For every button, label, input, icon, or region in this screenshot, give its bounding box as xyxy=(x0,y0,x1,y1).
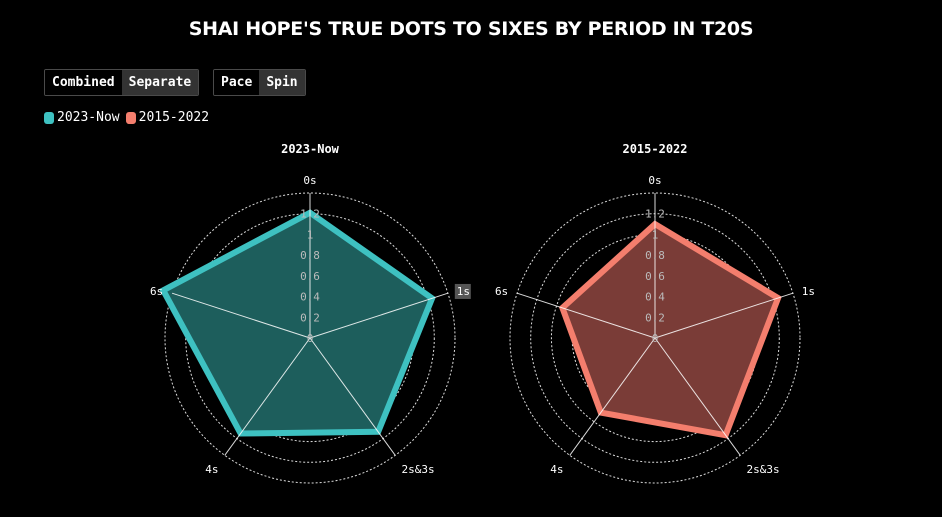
grid-ring xyxy=(164,192,456,484)
ring-tick-label: 0.6 xyxy=(645,270,665,283)
pace-spin-toggle[interactable]: Pace Spin xyxy=(213,69,306,96)
axis-label-0s: 0s xyxy=(303,174,316,187)
axis-label-1s: 1s xyxy=(457,285,470,298)
axis-label-1s: 1s xyxy=(802,285,815,298)
ring-tick-label: 0.8 xyxy=(645,249,665,262)
ring-tick-label: 1.2 xyxy=(645,208,665,221)
ring-tick-label: 0.2 xyxy=(300,311,320,324)
axis-highlight xyxy=(454,283,471,299)
grid-ring xyxy=(509,192,801,484)
legend-item-2023-now[interactable]: 2023-Now xyxy=(44,110,120,125)
spoke-1s xyxy=(309,292,449,339)
chart-title: SHAI HOPE'S TRUE DOTS TO SIXES BY PERIOD… xyxy=(188,18,754,40)
radar-chart-2023-now: 2023-Now 0 0.2 0.4 0.6 0.8 1 1.2 0s 1s 2s&3s 4s 6s xyxy=(150,142,471,484)
ring-tick-label: 0.4 xyxy=(645,291,665,304)
axis-label-2s-3s: 2s&3s xyxy=(401,463,434,476)
ring-tick-label: 0.6 xyxy=(300,270,320,283)
spin-button[interactable]: Spin xyxy=(259,70,305,95)
ring-tick-label: 0 xyxy=(307,332,314,345)
axis-label-0s: 0s xyxy=(648,174,661,187)
radar-chart-2015-2022: 2015-2022 0 0.2 0.4 0.6 0.8 1 1.2 0s 1s 2s&3s 4s 6s xyxy=(495,142,815,484)
ring-tick-label: 0.2 xyxy=(645,311,665,324)
spoke-6s xyxy=(516,292,656,339)
series-area-2023-now xyxy=(159,209,436,437)
radar-chart-title: 2015-2022 xyxy=(622,142,687,156)
ring-tick-label: 1 xyxy=(652,228,659,241)
legend: 2023-Now 2015-2022 xyxy=(44,110,215,125)
separate-button[interactable]: Separate xyxy=(121,70,199,95)
spoke-2s-3s xyxy=(654,337,741,456)
combined-button[interactable]: Combined xyxy=(45,70,122,95)
legend-label-2023-now: 2023-Now xyxy=(57,110,120,125)
legend-swatch-2023-now xyxy=(44,111,54,124)
spoke-6s xyxy=(171,292,311,339)
axis-label-4s: 4s xyxy=(205,463,218,476)
axis-label-2s-3s: 2s&3s xyxy=(746,463,779,476)
ring-tick-label: 1.2 xyxy=(300,208,320,221)
legend-label-2015-2022: 2015-2022 xyxy=(138,110,210,125)
legend-swatch-2015-2022 xyxy=(125,111,136,124)
legend-item-2015-2022[interactable]: 2015-2022 xyxy=(125,110,210,125)
radar-chart-title: 2023-Now xyxy=(281,142,340,156)
spoke-4s xyxy=(224,337,311,456)
combined-separate-toggle[interactable]: Combined Separate xyxy=(44,69,200,96)
ring-tick-label: 0 xyxy=(652,332,659,345)
ring-tick-label: 0.4 xyxy=(300,291,320,304)
axis-label-6s: 6s xyxy=(150,285,163,298)
ring-tick-label: 0.8 xyxy=(300,249,320,262)
ring-tick-label: 1 xyxy=(307,228,314,241)
pace-button[interactable]: Pace xyxy=(214,70,260,95)
series-area-2015-2022 xyxy=(558,220,782,439)
axis-label-6s: 6s xyxy=(495,285,508,298)
spoke-2s-3s xyxy=(309,337,396,456)
axis-label-4s: 4s xyxy=(550,463,563,476)
spoke-4s xyxy=(569,337,656,456)
spoke-1s xyxy=(654,292,794,339)
